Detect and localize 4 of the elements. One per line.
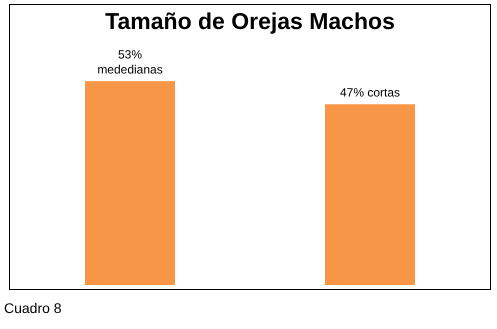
data-label: 53% mededianas [97, 47, 163, 76]
data-label: 47% cortas [340, 86, 400, 100]
text: Cuadro 8 [4, 300, 62, 316]
chart-title: Tamaño de Orejas Machos [105, 8, 395, 34]
